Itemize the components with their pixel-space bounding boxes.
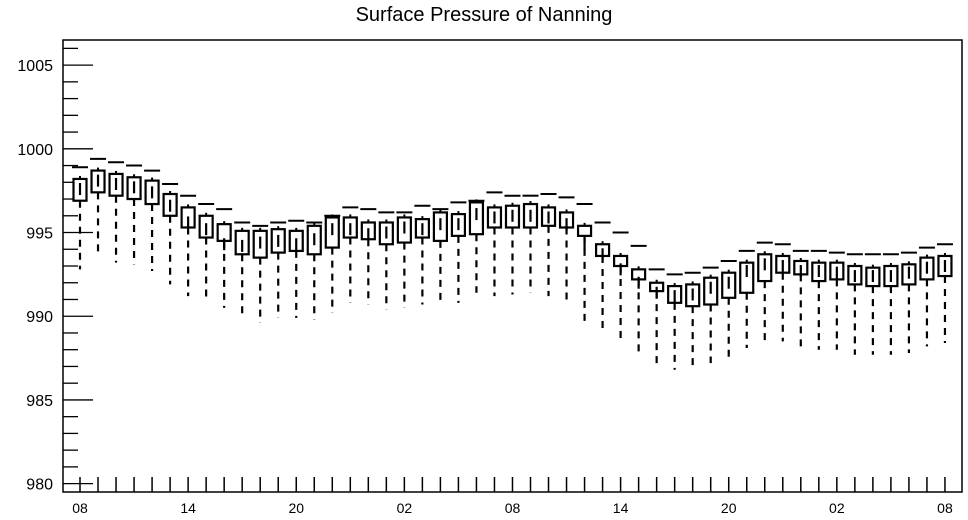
box-33	[666, 273, 683, 370]
box-26	[540, 193, 557, 297]
box-2	[108, 161, 125, 263]
y-tick-label: 985	[26, 393, 53, 410]
x-tick-label: 14	[613, 500, 629, 516]
box-16	[360, 208, 377, 305]
y-tick-label: 1005	[17, 58, 53, 75]
y-tick-label: 1000	[17, 142, 53, 159]
chart-title: Surface Pressure of Nanning	[355, 4, 613, 26]
x-tick-label: 20	[288, 500, 304, 516]
x-tick-label: 14	[180, 500, 196, 516]
box-29	[594, 221, 611, 332]
x-tick-label: 08	[505, 500, 521, 516]
box-18	[396, 211, 413, 308]
box-28	[576, 203, 593, 322]
box-23	[486, 191, 503, 297]
plot-area-border	[62, 39, 963, 493]
box-11	[270, 221, 287, 318]
plot-frame	[62, 39, 963, 493]
box-46	[900, 251, 917, 354]
box-27	[558, 196, 575, 302]
box-6	[180, 194, 197, 297]
box-40	[792, 249, 809, 349]
box-14	[324, 214, 341, 313]
box-41	[810, 249, 827, 350]
box-9	[234, 221, 251, 318]
box-43	[846, 253, 863, 355]
box-8	[216, 208, 233, 308]
box-iqr	[739, 261, 755, 294]
box-34	[684, 271, 701, 370]
x-tick-label: 02	[397, 500, 413, 516]
x-axis-ticks: 08 14 20 02 08 14 20 02 08	[72, 477, 953, 516]
box-42	[828, 251, 845, 350]
box-38	[756, 241, 773, 342]
box-4	[144, 169, 161, 272]
box-39	[774, 243, 791, 342]
box-31	[630, 244, 647, 355]
box-37	[738, 249, 755, 349]
box-36	[720, 259, 737, 359]
box-10	[252, 224, 269, 323]
box-24	[504, 194, 521, 295]
box-48	[936, 243, 953, 344]
box-32	[648, 268, 665, 365]
y-tick-label: 980	[26, 477, 53, 494]
box-20	[432, 208, 449, 305]
box-7	[198, 203, 215, 302]
box-12	[288, 219, 305, 318]
box-22	[468, 199, 485, 293]
box-0	[72, 166, 88, 270]
box-5	[162, 182, 179, 285]
box-30	[612, 231, 629, 344]
box-13	[306, 221, 323, 320]
box-47	[918, 246, 935, 347]
y-tick-label: 995	[26, 226, 53, 243]
box-21	[450, 201, 467, 303]
x-tick-label: 20	[721, 500, 737, 516]
box-35	[702, 266, 719, 364]
x-tick-label: 02	[829, 500, 845, 516]
box-25	[522, 194, 539, 293]
box-17	[378, 211, 395, 310]
box-15	[342, 206, 359, 303]
box-series	[72, 157, 953, 370]
box-44	[864, 253, 881, 355]
y-axis-ticks: 980 985 990 995 1000 1005	[17, 47, 93, 494]
box-iqr	[576, 224, 593, 237]
box-1	[90, 157, 107, 256]
box-19	[414, 204, 431, 305]
box-3	[126, 164, 143, 265]
x-tick-label: 08	[937, 500, 953, 516]
y-tick-label: 990	[26, 309, 53, 326]
box-45	[882, 253, 899, 355]
x-tick-label: 08	[72, 500, 88, 516]
